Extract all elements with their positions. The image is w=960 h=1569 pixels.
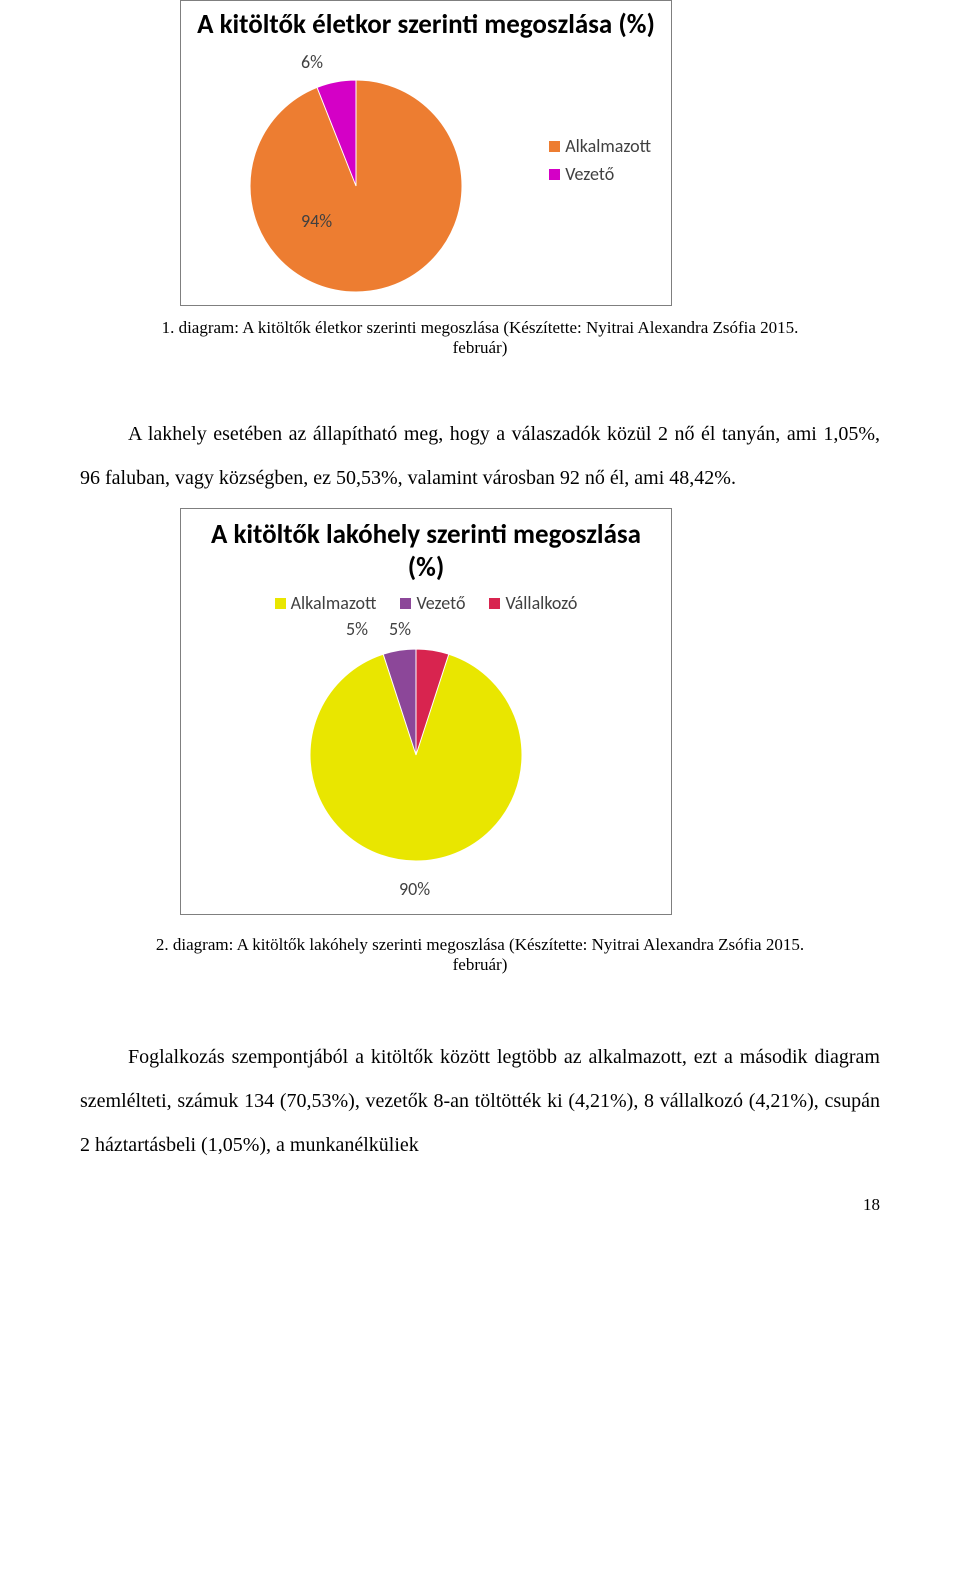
chart2-container: A kitöltők lakóhely szerinti megoszlása …	[180, 508, 672, 915]
chart1-legend-label-0: Alkalmazott	[565, 135, 651, 157]
chart2-slice-label-2: 5%	[389, 618, 411, 640]
chart2-pie	[301, 640, 531, 870]
paragraph-1-block: A lakhely esetében az állapítható meg, h…	[80, 412, 880, 500]
chart1-title: A kitöltők életkor szerinti megoszlása (…	[181, 1, 671, 45]
chart2-legend-item-2: Vállalkozó	[489, 592, 577, 614]
paragraph-2: Foglalkozás szempontjából a kitöltők köz…	[80, 1035, 880, 1167]
caption-2: 2. diagram: A kitöltők lakóhely szerinti…	[140, 935, 820, 975]
document-page: A kitöltők életkor szerinti megoszlása (…	[0, 0, 960, 1245]
caption-1: 1. diagram: A kitöltők életkor szerinti …	[140, 318, 820, 358]
chart2-title: A kitöltők lakóhely szerinti megoszlása …	[181, 509, 671, 586]
page-number: 18	[80, 1195, 880, 1215]
chart1-legend: Alkalmazott Vezető	[549, 135, 651, 191]
chart2-swatch-0	[275, 598, 286, 609]
chart2-legend-label-0: Alkalmazott	[291, 592, 377, 614]
chart1-legend-item-1: Vezető	[549, 163, 651, 185]
chart2-swatch-2	[489, 598, 500, 609]
chart1-slice-label-1: 6%	[301, 51, 323, 73]
chart1-slice-label-0: 94%	[301, 210, 332, 232]
chart1-legend-item-0: Alkalmazott	[549, 135, 651, 157]
chart2-legend: Alkalmazott Vezető Vállalkozó	[181, 592, 671, 614]
paragraph-1: A lakhely esetében az állapítható meg, h…	[80, 412, 880, 500]
chart1-pie	[241, 71, 471, 301]
chart2-legend-item-0: Alkalmazott	[275, 592, 377, 614]
chart2-slice-label-1: 5%	[346, 618, 368, 640]
chart2-swatch-1	[400, 598, 411, 609]
paragraph-2-block: Foglalkozás szempontjából a kitöltők köz…	[80, 1035, 880, 1167]
chart1-container: A kitöltők életkor szerinti megoszlása (…	[180, 0, 672, 306]
chart1-swatch-0	[549, 141, 560, 152]
chart1-legend-label-1: Vezető	[565, 163, 614, 185]
chart2-slice-label-0: 90%	[399, 878, 430, 900]
chart2-legend-label-2: Vállalkozó	[505, 592, 577, 614]
chart2-legend-label-1: Vezető	[416, 592, 465, 614]
chart1-swatch-1	[549, 169, 560, 180]
chart2-legend-item-1: Vezető	[400, 592, 465, 614]
